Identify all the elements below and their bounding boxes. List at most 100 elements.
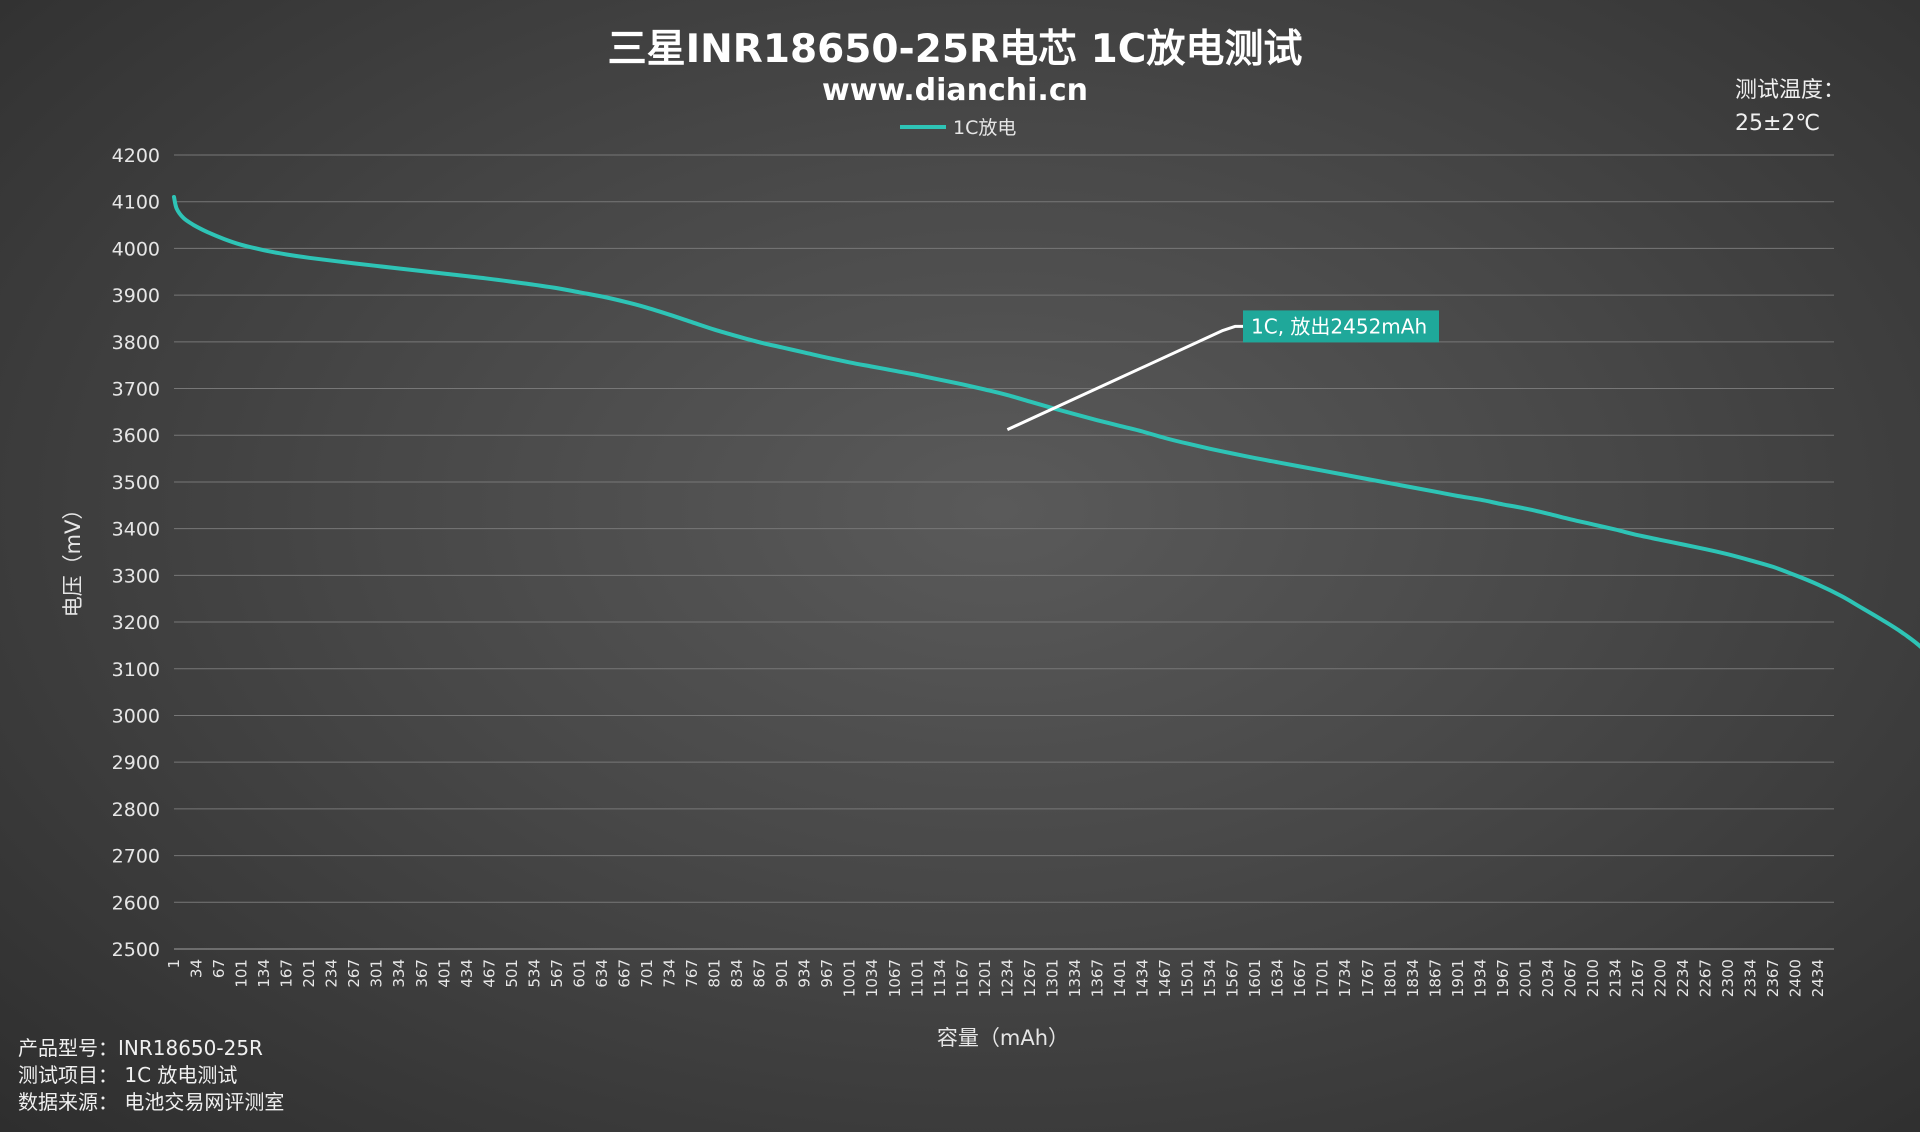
y-tick-label: 3400 (112, 519, 160, 541)
x-tick-label: 501 (503, 959, 521, 988)
x-tick-label: 1967 (1494, 959, 1512, 997)
x-tick-label: 167 (278, 959, 296, 988)
x-tick-label: 1801 (1381, 959, 1399, 997)
x-tick-label: 201 (300, 959, 318, 988)
x-tick-label: 2434 (1809, 959, 1827, 997)
x-tick-label: 67 (210, 959, 228, 978)
x-tick-label: 467 (480, 959, 498, 988)
x-tick-label: 1467 (1156, 959, 1174, 997)
x-tick-label: 1701 (1314, 959, 1332, 997)
x-tick-label: 667 (615, 959, 633, 988)
x-tick-label: 301 (368, 959, 386, 988)
x-tick-label: 1601 (1246, 959, 1264, 997)
x-tick-label: 2100 (1584, 959, 1602, 997)
temperature-value: 25±2℃ (1735, 111, 1820, 136)
x-tick-label: 901 (773, 959, 791, 988)
y-tick-label: 3000 (112, 705, 160, 727)
x-tick-label: 2300 (1719, 959, 1737, 997)
y-tick-label: 2700 (112, 846, 160, 868)
y-tick-label: 4000 (112, 238, 160, 260)
x-tick-label: 2167 (1629, 959, 1647, 997)
x-tick-label: 1067 (886, 959, 904, 997)
x-tick-label: 267 (345, 959, 363, 988)
x-tick-label: 1534 (1201, 959, 1219, 997)
x-tick-label: 534 (525, 959, 543, 988)
annotation-label: 1C, 放出2452mAh (1251, 314, 1427, 338)
x-tick-label: 1234 (998, 959, 1016, 997)
x-tick-label: 2334 (1742, 959, 1760, 997)
x-tick-label: 1267 (1021, 959, 1039, 997)
y-tick-label: 3300 (112, 565, 160, 587)
y-tick-label: 2800 (112, 799, 160, 821)
y-tick-label: 2500 (112, 939, 160, 961)
x-tick-label: 1367 (1088, 959, 1106, 997)
x-tick-label: 1034 (863, 959, 881, 997)
x-tick-label: 2267 (1697, 959, 1715, 997)
x-tick-label: 2134 (1607, 959, 1625, 997)
x-tick-label: 601 (570, 959, 588, 988)
x-tick-label: 234 (323, 959, 341, 988)
x-tick-label: 34 (188, 959, 206, 978)
y-tick-label: 3500 (112, 472, 160, 494)
chart-subtitle: www.dianchi.cn (822, 73, 1088, 108)
y-tick-labels: 2500 2600 2700 2800 2900 3000 3100 3200 3300 3400… (112, 145, 160, 961)
y-tick-label: 4200 (112, 145, 160, 167)
data-source: 数据来源： 电池交易网评测室 (18, 1090, 284, 1114)
x-tick-label: 2034 (1539, 959, 1557, 997)
test-item: 测试项目： 1C 放电测试 (18, 1063, 237, 1087)
x-axis-label: 容量（mAh） (937, 1026, 1069, 1050)
x-tick-label: 1667 (1291, 959, 1309, 997)
x-tick-label: 634 (593, 959, 611, 988)
x-tick-label: 1501 (1179, 959, 1197, 997)
y-tick-label: 3700 (112, 379, 160, 401)
x-tick-label: 967 (818, 959, 836, 988)
y-tick-label: 3100 (112, 659, 160, 681)
x-tick-label: 1401 (1111, 959, 1129, 997)
series-layer (172, 195, 1920, 649)
x-tick-label: 1434 (1134, 959, 1152, 997)
x-tick-label: 834 (728, 959, 746, 988)
x-tick-labels: 1 34 67 101 134 167 201 234 267 301 334 367 401 434 46… (165, 959, 1827, 997)
annotation-box (1243, 310, 1439, 343)
legend-label: 1C放电 (953, 117, 1016, 139)
x-tick-label: 1167 (953, 959, 971, 997)
x-tick-label: 1867 (1426, 959, 1444, 997)
x-tick-label: 1301 (1043, 959, 1061, 997)
x-tick-label: 1901 (1449, 959, 1467, 997)
annotation-leader-line (1006, 324, 1243, 431)
x-tick-label: 567 (548, 959, 566, 988)
x-tick-label: 2400 (1787, 959, 1805, 997)
x-tick-label: 134 (255, 959, 273, 988)
y-tick-label: 3200 (112, 612, 160, 634)
x-tick-label: 1767 (1359, 959, 1377, 997)
y-tick-label: 3900 (112, 285, 160, 307)
y-tick-label: 3600 (112, 425, 160, 447)
chart-title: 三星INR18650-25R电芯 1C放电测试 (608, 27, 1303, 72)
x-tick-label: 1567 (1224, 959, 1242, 997)
y-tick-label: 4100 (112, 192, 160, 214)
x-tick-label: 2200 (1652, 959, 1670, 997)
x-tick-label: 1101 (908, 959, 926, 997)
legend: 1C放电 (900, 117, 1016, 139)
x-tick-label: 701 (638, 959, 656, 988)
x-tick-label: 401 (435, 959, 453, 988)
x-tick-label: 1201 (976, 959, 994, 997)
x-tick-label: 734 (661, 959, 679, 988)
x-tick-label: 1001 (841, 959, 859, 997)
y-tick-label: 2600 (112, 892, 160, 914)
x-tick-label: 2067 (1561, 959, 1579, 997)
grid (174, 154, 1834, 950)
x-tick-label: 867 (751, 959, 769, 988)
x-tick-label: 2234 (1674, 959, 1692, 997)
x-tick-label: 934 (796, 959, 814, 988)
x-tick-label: 334 (390, 959, 408, 988)
x-tick-label: 1834 (1404, 959, 1422, 997)
x-tick-label: 2367 (1764, 959, 1782, 997)
x-tick-label: 801 (706, 959, 724, 988)
y-tick-label: 3800 (112, 332, 160, 354)
x-tick-label: 1334 (1066, 959, 1084, 997)
product-model: 产品型号：INR18650-25R (18, 1036, 263, 1060)
x-tick-label: 2001 (1516, 959, 1534, 997)
